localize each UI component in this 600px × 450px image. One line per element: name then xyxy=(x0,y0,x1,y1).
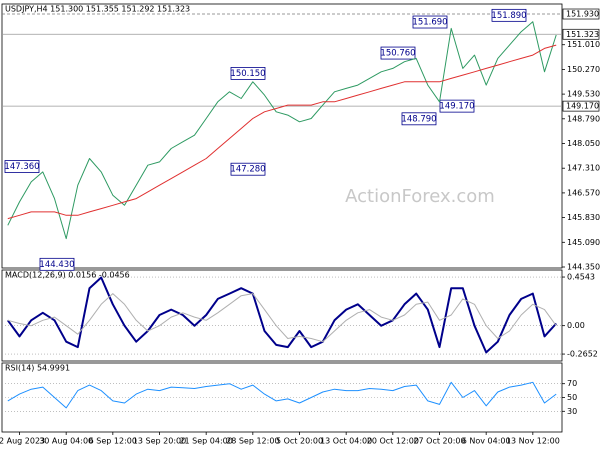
x-tick-label: 13 Sep 20:00 xyxy=(133,437,186,446)
y-tick-label: -0.2652 xyxy=(567,350,598,359)
y-tick-label: 147.310 xyxy=(567,164,600,173)
x-tick-label: 6 Nov 04:00 xyxy=(462,437,511,446)
y-tick-label: 30 xyxy=(567,407,577,416)
x-tick-label: 6 Sep 12:00 xyxy=(89,437,137,446)
y-tick-label: 0.00 xyxy=(567,321,585,330)
level-box xyxy=(562,100,600,112)
x-tick-label: 22 Aug 2023 xyxy=(0,437,45,446)
series-line xyxy=(6,276,557,354)
annotation-box xyxy=(39,257,75,271)
y-tick-label: 149.530 xyxy=(567,90,600,99)
y-tick-label: 146.570 xyxy=(567,188,600,197)
annotation-label: 149.170 xyxy=(439,102,474,112)
y-tick-label: 0.4543 xyxy=(567,273,595,282)
macd-panel xyxy=(1,269,563,362)
y-tick-label: 145.090 xyxy=(567,238,600,247)
main-panel xyxy=(1,3,563,269)
annotation-box xyxy=(491,8,527,22)
annotation-box xyxy=(412,15,448,29)
level-box xyxy=(562,8,600,20)
level-box xyxy=(562,28,600,40)
annotation-box xyxy=(380,46,416,60)
y-tick-label: 151.010 xyxy=(567,40,600,49)
y-tick-label: 144.350 xyxy=(567,262,600,271)
annotation-box xyxy=(439,99,475,113)
annotation-label: 148.790 xyxy=(401,114,436,124)
panel-title: USDJPY,H4 151.300 151.355 151.292 151.32… xyxy=(5,5,190,14)
x-tick-label: 13 Nov 12:00 xyxy=(506,437,560,446)
level-label: 149.170 xyxy=(566,102,599,111)
y-tick-label: 145.830 xyxy=(567,213,600,222)
annotation-label: 147.360 xyxy=(4,162,39,172)
annotation-label: 147.280 xyxy=(230,165,265,175)
series-line xyxy=(7,21,557,240)
y-tick-label: 70 xyxy=(567,379,577,388)
annotation-label: 144.430 xyxy=(39,260,74,270)
annotation-label: 151.690 xyxy=(412,18,447,28)
series-line xyxy=(7,44,557,220)
x-tick-label: 5 Oct 20:00 xyxy=(276,437,323,446)
annotation-label: 150.150 xyxy=(230,69,265,79)
x-tick-label: 21 Sep 04:00 xyxy=(179,437,232,446)
y-tick-label: 148.050 xyxy=(567,139,600,148)
y-tick-label: 150.270 xyxy=(567,65,600,74)
annotation-label: 151.890 xyxy=(491,11,526,21)
annotation-box xyxy=(4,160,40,173)
x-tick-label: 13 Oct 04:00 xyxy=(320,437,372,446)
annotation-box xyxy=(230,67,266,80)
annotation-label: 150.760 xyxy=(380,49,415,59)
panel-title: MACD(12,26,9) 0.0156 -0.0456 xyxy=(5,271,130,280)
level-label: 151.323 xyxy=(566,30,599,39)
x-tick-label: 30 Aug 04:00 xyxy=(39,437,93,446)
series-line xyxy=(7,381,557,409)
annotation-box xyxy=(230,162,266,176)
x-tick-label: 27 Oct 20:00 xyxy=(413,437,465,446)
panel-title: RSI(14) 54.9991 xyxy=(5,364,70,373)
x-tick-label: 20 Oct 12:00 xyxy=(367,437,419,446)
y-tick-label: 50 xyxy=(567,393,577,402)
level-label: 151.930 xyxy=(566,10,599,19)
y-tick-label: 148.790 xyxy=(567,114,600,123)
series-line xyxy=(7,293,557,343)
watermark: ActionForex.com xyxy=(345,186,495,207)
x-tick-label: 28 Sep 12:00 xyxy=(226,437,279,446)
annotation-box xyxy=(401,112,437,126)
